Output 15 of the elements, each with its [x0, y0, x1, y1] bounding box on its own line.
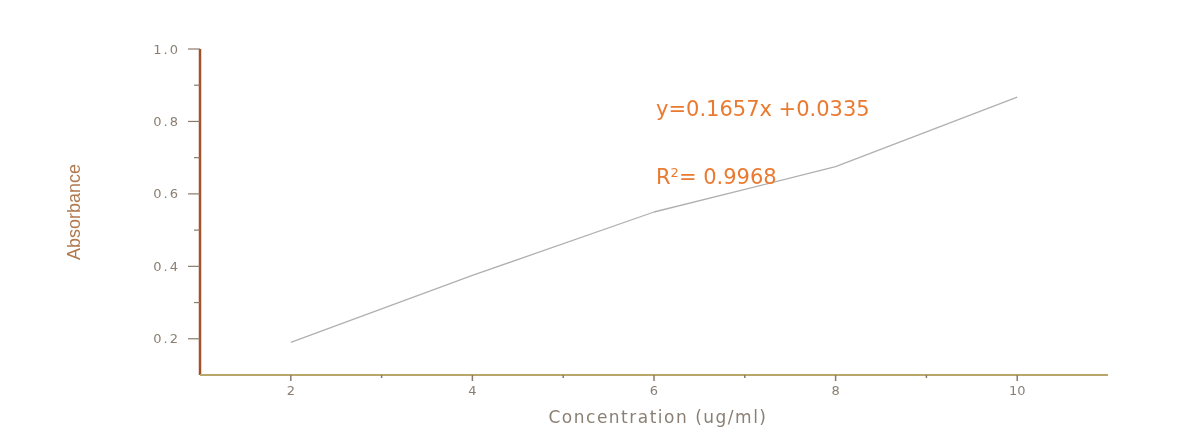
x-tick-label: 8	[831, 383, 840, 398]
annotation: y=0.1657x +0.0335	[656, 97, 870, 121]
x-tick-label: 6	[649, 383, 659, 398]
y-axis-title: Absorbance	[64, 163, 84, 261]
line-series	[290, 96, 1018, 344]
y-tick-label: 0.4	[153, 258, 180, 274]
x-axis-title: Concentration (ug/ml)	[548, 407, 768, 427]
x-tick-label: 10	[1008, 383, 1026, 398]
y-tick-label: 0.6	[153, 186, 180, 202]
y-tick-label: 0.2	[153, 331, 180, 347]
annotation: R$^{2}$= 0.9968	[656, 164, 777, 189]
y-tick-label: 1.0	[153, 41, 180, 57]
x-tick-label: 4	[468, 383, 477, 398]
x-tick-label: 2	[286, 383, 295, 398]
y-tick-label: 0.8	[153, 113, 180, 129]
